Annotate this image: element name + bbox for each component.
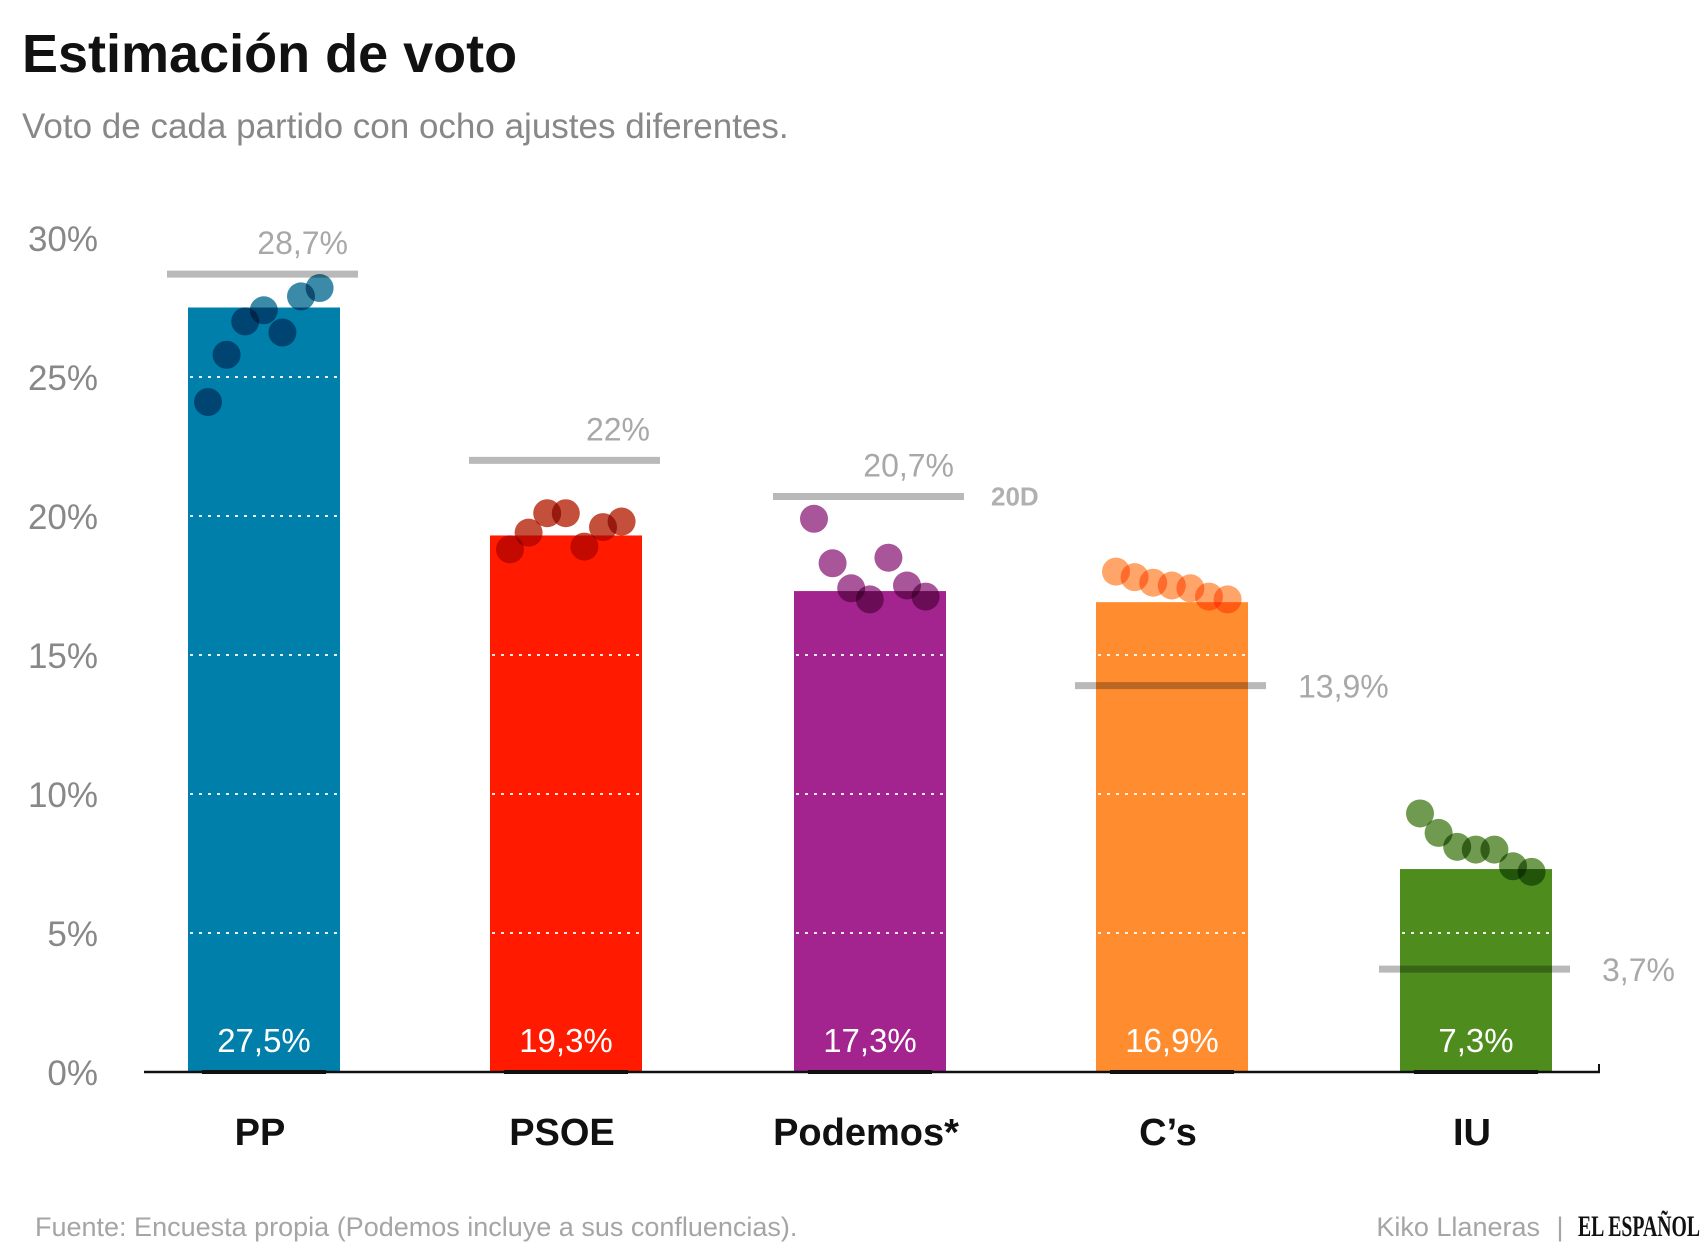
adjustment-dot <box>305 274 334 303</box>
chart-subtitle: Voto de cada partido con ocho ajustes di… <box>22 107 789 146</box>
reference-label: 20,7% <box>863 448 954 484</box>
reference-name-label: 20D <box>991 482 1039 512</box>
reference-label: 28,7% <box>257 225 348 261</box>
reference-lines: 28,7% 22% 20,7% 20D 13,9% 3,7% <box>167 225 1675 988</box>
adjustment-dot <box>268 318 297 347</box>
bar-0 <box>188 307 340 1072</box>
adjustment-dot <box>874 543 903 572</box>
y-tick-label: 10% <box>28 776 98 815</box>
gridlines <box>190 376 1550 934</box>
y-tick-label: 0% <box>47 1054 98 1093</box>
party-label: C’s <box>1139 1112 1197 1154</box>
adjustment-dot <box>212 340 241 369</box>
adjustment-dot <box>800 504 828 533</box>
adjustment-dot <box>249 296 278 325</box>
chart-title: Estimación de voto <box>22 24 517 84</box>
bar-value-label: 17,3% <box>823 1022 917 1059</box>
adjustment-dot <box>911 582 940 611</box>
adjustment-dot <box>818 549 847 578</box>
bar-value-label: 19,3% <box>519 1022 613 1059</box>
adjustment-dot <box>194 388 222 417</box>
reference-label: 13,9% <box>1298 669 1389 705</box>
adjustment-dot <box>1480 835 1509 864</box>
adjustment-dot <box>496 535 524 564</box>
party-label: Podemos* <box>773 1112 959 1154</box>
adjustment-dot <box>1213 585 1242 614</box>
author: Kiko Llaneras <box>1376 1212 1540 1242</box>
footer-separator: | <box>1556 1212 1563 1242</box>
bar-1 <box>490 535 642 1072</box>
y-tick-label: 5% <box>47 915 98 954</box>
reference-label: 22% <box>586 411 650 447</box>
party-label: PSOE <box>509 1112 615 1154</box>
adjustment-dot <box>514 518 543 547</box>
source-note: Fuente: Encuesta propia (Podemos incluye… <box>35 1212 797 1242</box>
bar-2 <box>794 591 946 1072</box>
y-tick-label: 20% <box>28 498 98 537</box>
y-tick-label: 15% <box>28 637 98 676</box>
adjustment-dot <box>1406 799 1434 828</box>
reference-label: 3,7% <box>1602 952 1675 988</box>
brand-logo: EL ESPAÑOL <box>1578 1210 1700 1243</box>
party-label: PP <box>235 1112 286 1154</box>
y-axis: 0% 5% 10% 15% 20% 25% 30% <box>28 220 98 1093</box>
bar-value-label: 7,3% <box>1438 1022 1513 1059</box>
labels: 27,5% PP 19,3% PSOE 17,3% Podemos* 16,9% C’s 7,3… <box>217 1022 1513 1154</box>
bar-value-label: 16,9% <box>1125 1022 1219 1059</box>
adjustment-dot <box>570 532 599 561</box>
adjustment-dot <box>1517 857 1546 886</box>
adjustment-dot <box>607 507 636 536</box>
bar-3 <box>1096 602 1248 1072</box>
adjustment-dot <box>855 585 884 614</box>
adjustment-dots <box>194 274 1546 886</box>
bar-value-label: 27,5% <box>217 1022 311 1059</box>
party-label: IU <box>1453 1112 1491 1154</box>
adjustment-dot <box>551 499 580 528</box>
y-tick-label: 25% <box>28 359 98 398</box>
y-tick-label: 30% <box>28 220 98 259</box>
